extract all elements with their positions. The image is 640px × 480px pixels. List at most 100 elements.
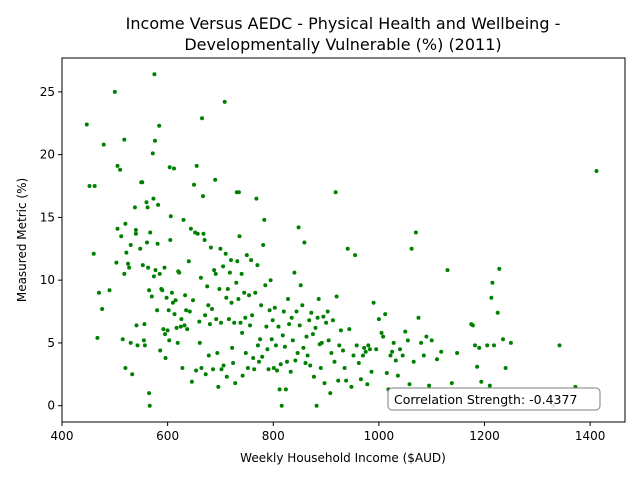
data-point-90 [187, 309, 192, 314]
data-point-293 [485, 343, 490, 348]
x-tick-label-4: 1200 [469, 429, 500, 443]
data-point-5 [97, 290, 101, 295]
data-point-106 [202, 238, 207, 242]
data-point-23 [128, 243, 133, 247]
data-point-97 [194, 163, 199, 168]
data-points [84, 72, 599, 408]
data-point-58 [158, 348, 163, 353]
data-point-299 [497, 266, 502, 271]
data-point-93 [191, 298, 195, 303]
data-point-37 [142, 343, 147, 348]
data-point-236 [338, 328, 343, 333]
data-point-213 [309, 310, 314, 315]
data-point-254 [369, 369, 374, 374]
data-point-153 [243, 351, 248, 355]
data-point-150 [240, 373, 245, 378]
data-point-177 [268, 278, 273, 283]
data-point-118 [213, 271, 218, 276]
data-point-200 [294, 309, 299, 314]
data-point-56 [157, 123, 162, 128]
data-point-139 [232, 320, 237, 325]
data-point-184 [276, 324, 281, 329]
data-point-148 [239, 271, 244, 276]
data-point-112 [207, 322, 212, 327]
data-point-157 [248, 323, 252, 328]
data-point-69 [167, 165, 172, 170]
data-point-122 [217, 287, 222, 291]
data-point-124 [219, 320, 223, 325]
data-point-4 [95, 335, 100, 340]
data-point-221 [318, 366, 323, 370]
data-point-123 [218, 246, 223, 251]
data-point-7 [101, 142, 106, 147]
data-point-21 [126, 261, 130, 266]
data-point-65 [164, 295, 169, 300]
data-point-191 [283, 387, 288, 392]
data-point-244 [353, 253, 358, 258]
data-point-35 [141, 338, 146, 343]
data-point-88 [185, 327, 190, 332]
data-point-286 [455, 351, 460, 355]
data-point-275 [413, 230, 418, 235]
data-point-235 [337, 343, 342, 348]
data-point-248 [361, 353, 365, 358]
data-point-168 [259, 303, 264, 308]
data-point-290 [475, 364, 480, 369]
data-point-216 [313, 325, 318, 330]
data-point-20 [123, 366, 128, 370]
data-point-6 [100, 307, 105, 311]
data-point-190 [282, 344, 287, 349]
data-point-259 [381, 334, 386, 339]
data-point-186 [278, 362, 283, 367]
data-point-296 [490, 280, 495, 285]
data-point-3 [91, 251, 96, 256]
data-point-125 [219, 367, 224, 372]
data-point-187 [279, 403, 284, 408]
data-point-110 [206, 303, 211, 308]
data-point-271 [405, 338, 410, 343]
data-point-301 [503, 366, 508, 370]
data-point-108 [203, 372, 208, 377]
data-point-154 [244, 253, 249, 258]
data-point-272 [407, 382, 412, 387]
data-point-98 [195, 231, 200, 236]
data-point-162 [253, 290, 258, 295]
data-point-26 [132, 205, 137, 210]
data-point-173 [264, 324, 269, 329]
data-point-152 [243, 315, 248, 320]
data-point-226 [325, 309, 330, 314]
data-point-246 [356, 361, 361, 365]
x-tick-label-2: 800 [262, 429, 285, 443]
data-point-178 [269, 337, 274, 342]
data-point-128 [222, 99, 227, 104]
data-point-85 [182, 323, 187, 328]
data-point-28 [133, 231, 138, 236]
y-tick-label-2: 10 [40, 273, 55, 287]
data-point-101 [198, 275, 203, 280]
data-point-283 [439, 349, 444, 354]
data-point-206 [301, 345, 306, 350]
data-point-70 [168, 238, 173, 242]
x-tick-label-5: 1400 [575, 429, 606, 443]
data-point-141 [234, 280, 239, 285]
data-point-204 [298, 283, 303, 288]
data-point-249 [362, 345, 367, 350]
data-point-261 [384, 371, 389, 375]
data-point-169 [260, 354, 265, 359]
data-point-16 [122, 137, 127, 142]
data-point-27 [133, 228, 138, 232]
data-point-159 [250, 313, 255, 318]
data-point-232 [333, 190, 338, 195]
chart-title-line-2: Developmentally Vulnerable (%) (2011) [184, 35, 501, 54]
data-point-103 [200, 116, 204, 121]
data-point-137 [230, 345, 235, 350]
data-point-300 [501, 337, 505, 342]
annotation-text: Correlation Strength: -0.4377 [394, 392, 577, 407]
data-point-126 [221, 264, 226, 269]
y-tick-label-4: 20 [40, 148, 55, 162]
data-point-267 [395, 373, 400, 378]
data-point-212 [308, 363, 313, 368]
data-point-92 [189, 379, 194, 384]
data-point-102 [199, 366, 204, 370]
data-point-195 [288, 369, 293, 374]
